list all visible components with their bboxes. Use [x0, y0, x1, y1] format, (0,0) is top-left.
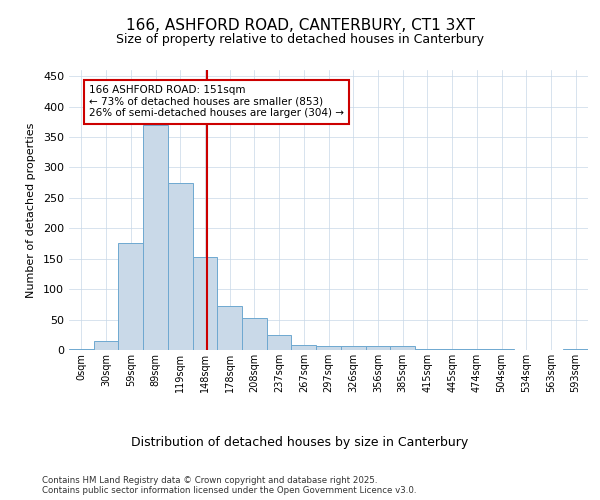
Y-axis label: Number of detached properties: Number of detached properties: [26, 122, 36, 298]
Bar: [365, 346, 390, 350]
Text: Size of property relative to detached houses in Canterbury: Size of property relative to detached ho…: [116, 32, 484, 46]
Bar: [292, 344, 316, 350]
Bar: [341, 346, 365, 350]
Text: Distribution of detached houses by size in Canterbury: Distribution of detached houses by size …: [131, 436, 469, 449]
Bar: [118, 244, 143, 350]
Bar: [69, 349, 94, 350]
Bar: [563, 349, 588, 350]
Bar: [316, 346, 341, 350]
Bar: [143, 125, 168, 350]
Text: Contains HM Land Registry data © Crown copyright and database right 2025.
Contai: Contains HM Land Registry data © Crown c…: [42, 476, 416, 495]
Bar: [193, 258, 217, 350]
Bar: [390, 346, 415, 350]
Bar: [267, 336, 292, 350]
Bar: [94, 341, 118, 350]
Bar: [168, 182, 193, 350]
Text: 166 ASHFORD ROAD: 151sqm
← 73% of detached houses are smaller (853)
26% of semi-: 166 ASHFORD ROAD: 151sqm ← 73% of detach…: [89, 85, 344, 118]
Bar: [242, 318, 267, 350]
Text: 166, ASHFORD ROAD, CANTERBURY, CT1 3XT: 166, ASHFORD ROAD, CANTERBURY, CT1 3XT: [125, 18, 475, 32]
Bar: [217, 306, 242, 350]
